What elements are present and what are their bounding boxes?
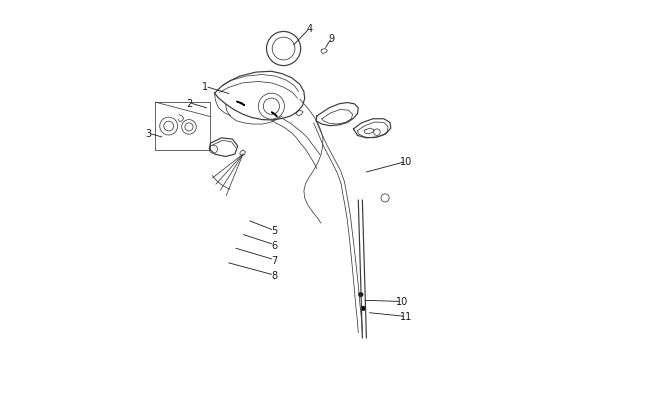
Text: 11: 11 [400, 312, 412, 322]
Polygon shape [272, 113, 277, 117]
Text: 7: 7 [271, 255, 278, 265]
Text: 4: 4 [307, 24, 313, 34]
Text: 8: 8 [271, 271, 278, 280]
Text: 5: 5 [271, 226, 278, 236]
Circle shape [361, 306, 365, 311]
Polygon shape [237, 102, 244, 106]
Text: 9: 9 [329, 34, 335, 43]
Text: 6: 6 [271, 240, 278, 250]
Text: 1: 1 [202, 82, 208, 92]
Text: 2: 2 [186, 98, 192, 108]
Circle shape [358, 292, 363, 297]
Text: 3: 3 [146, 129, 151, 139]
Text: 10: 10 [396, 297, 408, 307]
Bar [155, 103, 210, 151]
Text: 10: 10 [400, 157, 412, 167]
